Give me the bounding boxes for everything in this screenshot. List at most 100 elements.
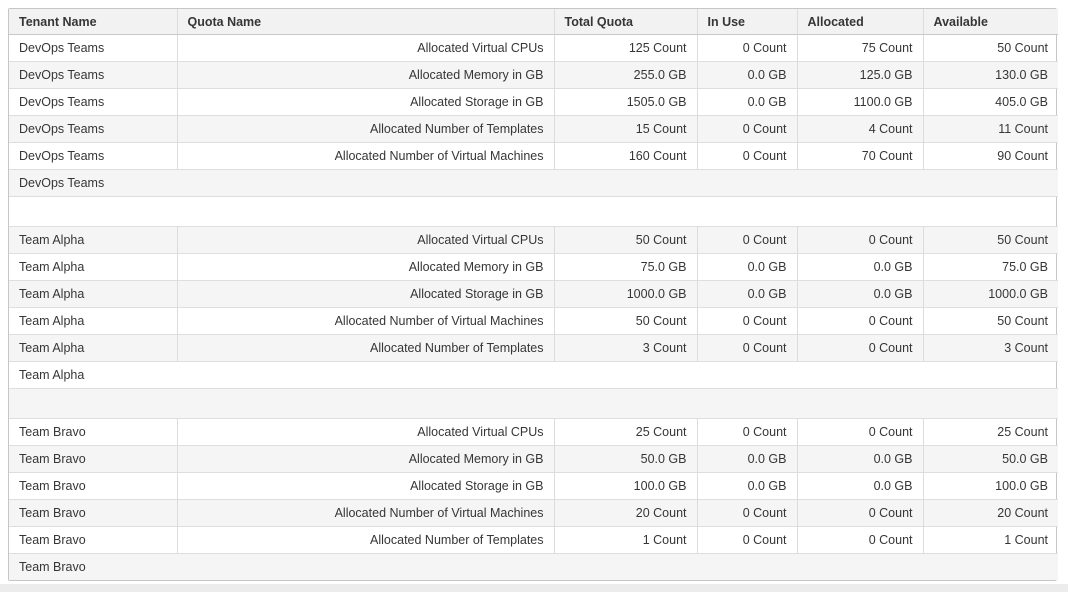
tenant-quota-table-container: Tenant Name Quota Name Total Quota In Use Al…: [8, 8, 1058, 581]
table-row[interactable]: Team Bravo Allocated Storage in GB 100.0 G…: [9, 472, 1058, 500]
cell-in_use: 0.0 GB: [697, 280, 798, 308]
group-summary-row[interactable]: Team Alpha: [9, 361, 1058, 389]
table-row[interactable]: DevOps Teams Allocated Memory in GB 255.0 …: [9, 61, 1058, 89]
cell-in_use: 0 Count: [697, 307, 798, 335]
cell-in_use: 0 Count: [697, 334, 798, 362]
cell-allocated: 75 Count: [797, 34, 924, 62]
spacer-cell: [9, 196, 1058, 227]
cell-in_use: 0 Count: [697, 499, 798, 527]
cell-tenant: Team Alpha: [9, 226, 178, 254]
cell-available: 50 Count: [923, 307, 1058, 335]
cell-available: 90 Count: [923, 142, 1058, 170]
cell-quota: Allocated Number of Templates: [177, 115, 555, 143]
column-header-tenant[interactable]: Tenant Name: [9, 9, 178, 35]
cell-total: 160 Count: [554, 142, 698, 170]
cell-tenant: Team Bravo: [9, 526, 178, 554]
column-header-total[interactable]: Total Quota: [554, 9, 698, 35]
cell-allocated: 0.0 GB: [797, 280, 924, 308]
cell-total: 25 Count: [554, 418, 698, 446]
cell-in_use: 0 Count: [697, 418, 798, 446]
cell-in_use: 0 Count: [697, 526, 798, 554]
table-row[interactable]: Team Alpha Allocated Virtual CPUs 50 Count…: [9, 226, 1058, 254]
cell-available: 25 Count: [923, 418, 1058, 446]
cell-available: 405.0 GB: [923, 88, 1058, 116]
group-summary-row[interactable]: DevOps Teams: [9, 169, 1058, 197]
cell-quota: Allocated Virtual CPUs: [177, 226, 555, 254]
cell-quota: Allocated Storage in GB: [177, 472, 555, 500]
cell-total: 1 Count: [554, 526, 698, 554]
cell-allocated: 0.0 GB: [797, 472, 924, 500]
table-row[interactable]: Team Bravo Allocated Virtual CPUs 25 Count…: [9, 418, 1058, 446]
cell-allocated: 0 Count: [797, 499, 924, 527]
cell-in_use: 0 Count: [697, 115, 798, 143]
cell-in_use: 0 Count: [697, 226, 798, 254]
cell-total: 50.0 GB: [554, 445, 698, 473]
cell-tenant: Team Alpha: [9, 334, 178, 362]
group-summary-row[interactable]: Team Bravo: [9, 553, 1058, 580]
cell-quota: Allocated Number of Virtual Machines: [177, 142, 555, 170]
table-row[interactable]: Team Alpha Allocated Number of Templates 3…: [9, 334, 1058, 362]
cell-available: 50.0 GB: [923, 445, 1058, 473]
cell-total: 20 Count: [554, 499, 698, 527]
cell-quota: Allocated Virtual CPUs: [177, 34, 555, 62]
column-header-available[interactable]: Available: [923, 9, 1058, 35]
cell-quota: Allocated Number of Templates: [177, 334, 555, 362]
cell-tenant: DevOps Teams: [9, 142, 178, 170]
cell-available: 1 Count: [923, 526, 1058, 554]
column-header-quota[interactable]: Quota Name: [177, 9, 555, 35]
cell-tenant: Team Alpha: [9, 361, 1058, 389]
cell-in_use: 0.0 GB: [697, 472, 798, 500]
cell-tenant: Team Bravo: [9, 445, 178, 473]
cell-quota: Allocated Storage in GB: [177, 88, 555, 116]
spacer-row: [9, 196, 1058, 227]
cell-total: 75.0 GB: [554, 253, 698, 281]
cell-allocated: 0 Count: [797, 307, 924, 335]
cell-tenant: DevOps Teams: [9, 61, 178, 89]
table-row[interactable]: DevOps Teams Allocated Storage in GB 1505.…: [9, 88, 1058, 116]
table-row[interactable]: Team Bravo Allocated Number of Templates 1…: [9, 526, 1058, 554]
column-header-allocated[interactable]: Allocated: [797, 9, 924, 35]
cell-available: 3 Count: [923, 334, 1058, 362]
table-row[interactable]: DevOps Teams Allocated Number of Virtual …: [9, 142, 1058, 170]
cell-available: 11 Count: [923, 115, 1058, 143]
spacer-row: [9, 388, 1058, 419]
cell-total: 50 Count: [554, 307, 698, 335]
cell-quota: Allocated Number of Virtual Machines: [177, 307, 555, 335]
cell-tenant: Team Bravo: [9, 472, 178, 500]
table-row[interactable]: DevOps Teams Allocated Virtual CPUs 125 Co…: [9, 34, 1058, 62]
cell-quota: Allocated Memory in GB: [177, 445, 555, 473]
cell-total: 3 Count: [554, 334, 698, 362]
cell-available: 100.0 GB: [923, 472, 1058, 500]
cell-total: 50 Count: [554, 226, 698, 254]
cell-total: 1000.0 GB: [554, 280, 698, 308]
cell-allocated: 125.0 GB: [797, 61, 924, 89]
table-row[interactable]: Team Bravo Allocated Memory in GB 50.0 GB 0…: [9, 445, 1058, 473]
cell-tenant: Team Bravo: [9, 553, 1058, 580]
cell-in_use: 0.0 GB: [697, 61, 798, 89]
cell-allocated: 4 Count: [797, 115, 924, 143]
cell-quota: Allocated Storage in GB: [177, 280, 555, 308]
tenant-quota-table: Tenant Name Quota Name Total Quota In Use Al…: [9, 9, 1058, 580]
cell-tenant: Team Bravo: [9, 499, 178, 527]
cell-total: 125 Count: [554, 34, 698, 62]
cell-available: 50 Count: [923, 226, 1058, 254]
table-row[interactable]: Team Bravo Allocated Number of Virtual Ma…: [9, 499, 1058, 527]
cell-allocated: 1100.0 GB: [797, 88, 924, 116]
cell-in_use: 0 Count: [697, 34, 798, 62]
cell-total: 255.0 GB: [554, 61, 698, 89]
table-row[interactable]: DevOps Teams Allocated Number of Template…: [9, 115, 1058, 143]
column-header-in_use[interactable]: In Use: [697, 9, 798, 35]
cell-total: 100.0 GB: [554, 472, 698, 500]
table-header-row: Tenant Name Quota Name Total Quota In Use Al…: [9, 9, 1058, 35]
cell-allocated: 0 Count: [797, 334, 924, 362]
cell-tenant: DevOps Teams: [9, 115, 178, 143]
cell-allocated: 0 Count: [797, 526, 924, 554]
cell-in_use: 0 Count: [697, 142, 798, 170]
table-row[interactable]: Team Alpha Allocated Storage in GB 1000.0 …: [9, 280, 1058, 308]
table-row[interactable]: Team Alpha Allocated Number of Virtual Ma…: [9, 307, 1058, 335]
cell-available: 130.0 GB: [923, 61, 1058, 89]
cell-tenant: Team Alpha: [9, 307, 178, 335]
table-row[interactable]: Team Alpha Allocated Memory in GB 75.0 GB 0…: [9, 253, 1058, 281]
cell-tenant: Team Bravo: [9, 418, 178, 446]
